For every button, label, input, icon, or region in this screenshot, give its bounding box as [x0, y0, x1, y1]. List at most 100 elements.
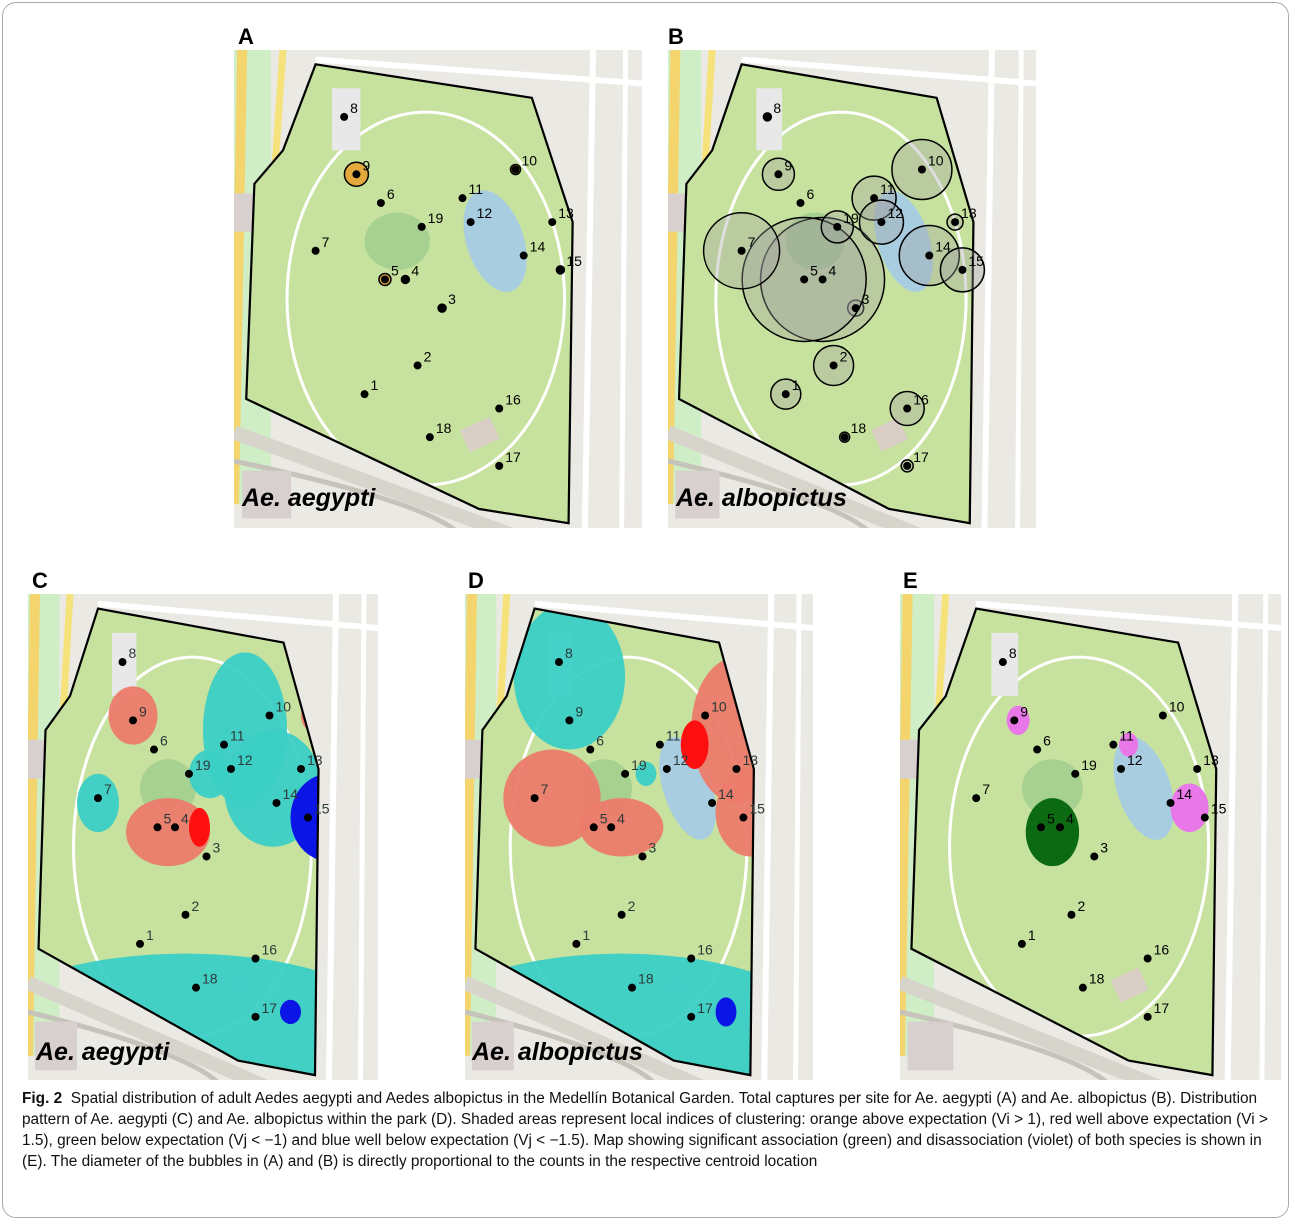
site-label: 2 — [192, 898, 200, 914]
site-label: 15 — [314, 801, 330, 817]
site-marker — [438, 304, 447, 313]
site-marker — [458, 194, 467, 203]
site-marker — [655, 740, 664, 749]
map-panel-c: 1 2 3 4 5 6 7 8 9 10 11 12 13 14 15 16 17 18 19 — [28, 594, 378, 1080]
site-marker — [251, 1012, 260, 1021]
site-marker — [1166, 798, 1175, 807]
site-marker — [153, 823, 162, 832]
site-marker — [572, 939, 581, 948]
site-label: 6 — [806, 186, 814, 202]
site-label: 19 — [843, 210, 859, 226]
site-marker — [380, 275, 389, 284]
site-label: 13 — [961, 205, 977, 221]
site-marker — [662, 764, 671, 773]
cluster-well-below — [280, 999, 301, 1025]
site-label: 14 — [530, 239, 546, 255]
park-boundary — [677, 63, 975, 525]
park-area — [246, 64, 573, 524]
park-boundary — [910, 607, 1218, 1077]
site-label: 12 — [477, 205, 493, 221]
site-label: 16 — [505, 392, 521, 408]
site-label: 6 — [387, 186, 395, 202]
site-marker — [556, 265, 565, 274]
site-label: 10 — [522, 153, 538, 169]
site-marker — [1036, 823, 1045, 832]
disassociation-area — [1119, 732, 1139, 757]
site-marker — [774, 170, 783, 179]
site-label: 9 — [1020, 703, 1028, 719]
site-label: 19 — [195, 757, 211, 773]
site-label: 18 — [1089, 971, 1105, 987]
site-label: 16 — [262, 942, 278, 958]
site-label: 12 — [887, 205, 903, 221]
site-label: 2 — [628, 898, 636, 914]
site-marker — [1078, 983, 1087, 992]
species-label-c: Ae. aegypti — [36, 1038, 170, 1066]
cluster-well-below — [290, 773, 319, 862]
site-marker — [708, 798, 717, 807]
cluster-below — [77, 773, 119, 833]
site-label: 5 — [600, 810, 608, 826]
site-label: 3 — [448, 291, 456, 307]
site-label: 15 — [749, 801, 765, 817]
species-label-d: Ae. albopictus — [472, 1038, 643, 1066]
cluster-above — [503, 749, 601, 847]
site-label: 10 — [928, 153, 944, 169]
lake — [1113, 736, 1175, 840]
lake — [463, 190, 527, 292]
site-label: 10 — [711, 699, 727, 715]
site-marker — [202, 852, 211, 861]
site-marker — [1116, 764, 1125, 773]
site-marker — [136, 939, 144, 948]
site-marker — [1200, 813, 1209, 822]
site-marker — [877, 218, 886, 227]
site-label: 15 — [566, 253, 582, 269]
site-label: 19 — [631, 757, 647, 773]
site-label: 8 — [773, 100, 781, 116]
site-label: 12 — [673, 752, 689, 768]
site-label: 11 — [468, 181, 483, 197]
site-marker — [511, 165, 520, 174]
site-label: 16 — [697, 942, 713, 958]
site-marker — [951, 218, 960, 227]
site-label: 14 — [718, 786, 734, 802]
site-marker — [701, 711, 710, 720]
cluster-above — [691, 657, 754, 803]
site-label: 7 — [748, 234, 756, 250]
site-marker — [617, 910, 626, 919]
site-marker — [265, 711, 274, 720]
site-marker — [763, 112, 772, 121]
site-label: 16 — [1154, 942, 1170, 958]
site-label: 12 — [237, 752, 253, 768]
site-label: 13 — [1203, 752, 1219, 768]
site-marker — [589, 823, 598, 832]
site-marker — [1090, 852, 1099, 861]
site-label: 8 — [350, 100, 358, 116]
panel-label-b: B — [668, 24, 684, 49]
site-marker — [352, 170, 361, 179]
site-label: 1 — [146, 927, 154, 943]
site-marker — [903, 461, 912, 470]
site-marker — [519, 251, 528, 260]
site-marker — [1193, 764, 1202, 773]
site-marker — [840, 433, 849, 442]
site-label: 17 — [1154, 1000, 1170, 1016]
site-marker — [340, 112, 349, 121]
site-marker — [818, 275, 827, 284]
site-marker — [1017, 939, 1026, 948]
cluster-well-above — [189, 807, 210, 847]
site-label: 14 — [283, 786, 299, 802]
site-label: 17 — [697, 1000, 713, 1016]
site-label: 15 — [1211, 801, 1227, 817]
species-label-a: Ae. aegypti — [242, 484, 376, 512]
disassociation-area — [1170, 783, 1209, 833]
site-label: 18 — [436, 420, 452, 436]
site-marker — [548, 218, 557, 227]
site-label: 14 — [935, 239, 951, 255]
site-label: 11 — [1119, 728, 1134, 744]
site-label: 9 — [139, 703, 147, 719]
